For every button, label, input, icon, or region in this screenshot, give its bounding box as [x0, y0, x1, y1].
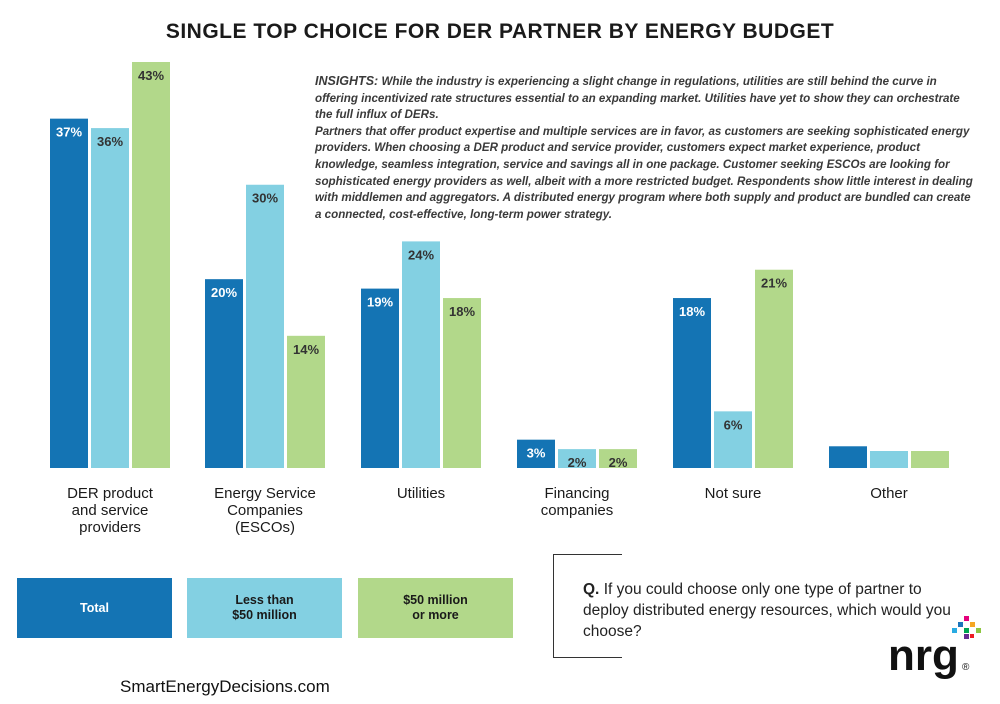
legend-label: $50 million or more [403, 593, 468, 622]
data-label: 2% [568, 455, 587, 470]
bar [443, 298, 481, 468]
bar [599, 449, 637, 468]
legend-label: Total [80, 600, 109, 615]
category-label: companies [541, 502, 614, 519]
bar [246, 184, 284, 468]
insights-paragraph-2: Partners that offer product expertise an… [315, 124, 973, 221]
nrg-logo-mark: ® [962, 662, 970, 673]
data-label: 30% [252, 191, 278, 206]
nrg-star-icon [952, 616, 981, 639]
bar [911, 451, 949, 468]
bar [50, 118, 88, 469]
bar [132, 62, 170, 468]
category-label: (ESCOs) [235, 519, 295, 536]
data-label: 6% [724, 417, 743, 432]
site-url: SmartEnergyDecisions.com [120, 677, 330, 696]
legend-item: Total [17, 578, 172, 638]
bar [870, 451, 908, 468]
category-label: Financing [544, 485, 609, 502]
category-label: Utilities [397, 485, 445, 502]
data-label: 18% [449, 304, 475, 319]
bar [287, 335, 325, 468]
data-label: 19% [367, 295, 393, 310]
insights-text: INSIGHTS: While the industry is experien… [315, 73, 977, 223]
category-label: and service [72, 502, 149, 519]
data-label: 21% [761, 276, 787, 291]
bar [829, 446, 867, 468]
data-label: 2% [609, 455, 628, 470]
data-label: 24% [408, 247, 434, 262]
category-label: Energy Service [214, 485, 316, 502]
legend-label: Less than $50 million [232, 593, 297, 622]
data-label: 37% [56, 125, 82, 140]
category-label: Other [870, 485, 908, 502]
legend-item: Less than $50 million [187, 578, 342, 638]
question-bracket [553, 554, 622, 658]
category-label: providers [79, 519, 141, 536]
nrg-logo: nrg ® [888, 616, 981, 680]
data-label: 18% [679, 304, 705, 319]
data-label: 3% [527, 446, 546, 461]
data-label: 14% [293, 342, 319, 357]
insights-heading: INSIGHTS: [315, 74, 379, 88]
category-label: Not sure [705, 485, 762, 502]
bar [714, 411, 752, 468]
bar [517, 439, 555, 468]
chart-title: SINGLE TOP CHOICE FOR DER PARTNER BY ENE… [165, 20, 835, 43]
bar [558, 449, 596, 468]
bar [402, 241, 440, 468]
category-label: Companies [227, 502, 303, 519]
legend-item: $50 million or more [358, 578, 513, 638]
bar [755, 269, 793, 468]
data-label: 20% [211, 285, 237, 300]
bar [673, 298, 711, 468]
data-label: 36% [97, 134, 123, 149]
data-label: 43% [138, 68, 164, 83]
survey-question: Q. If you could choose only one type of … [583, 579, 963, 642]
nrg-logo-text: nrg [888, 631, 959, 680]
category-label: DER product [67, 485, 154, 502]
bar [205, 279, 243, 468]
question-text: If you could choose only one type of par… [583, 581, 951, 640]
bar [361, 288, 399, 468]
question-prefix: Q. [583, 581, 600, 598]
bar [91, 128, 129, 468]
insights-paragraph-1: While the industry is experiencing a sli… [315, 75, 960, 122]
